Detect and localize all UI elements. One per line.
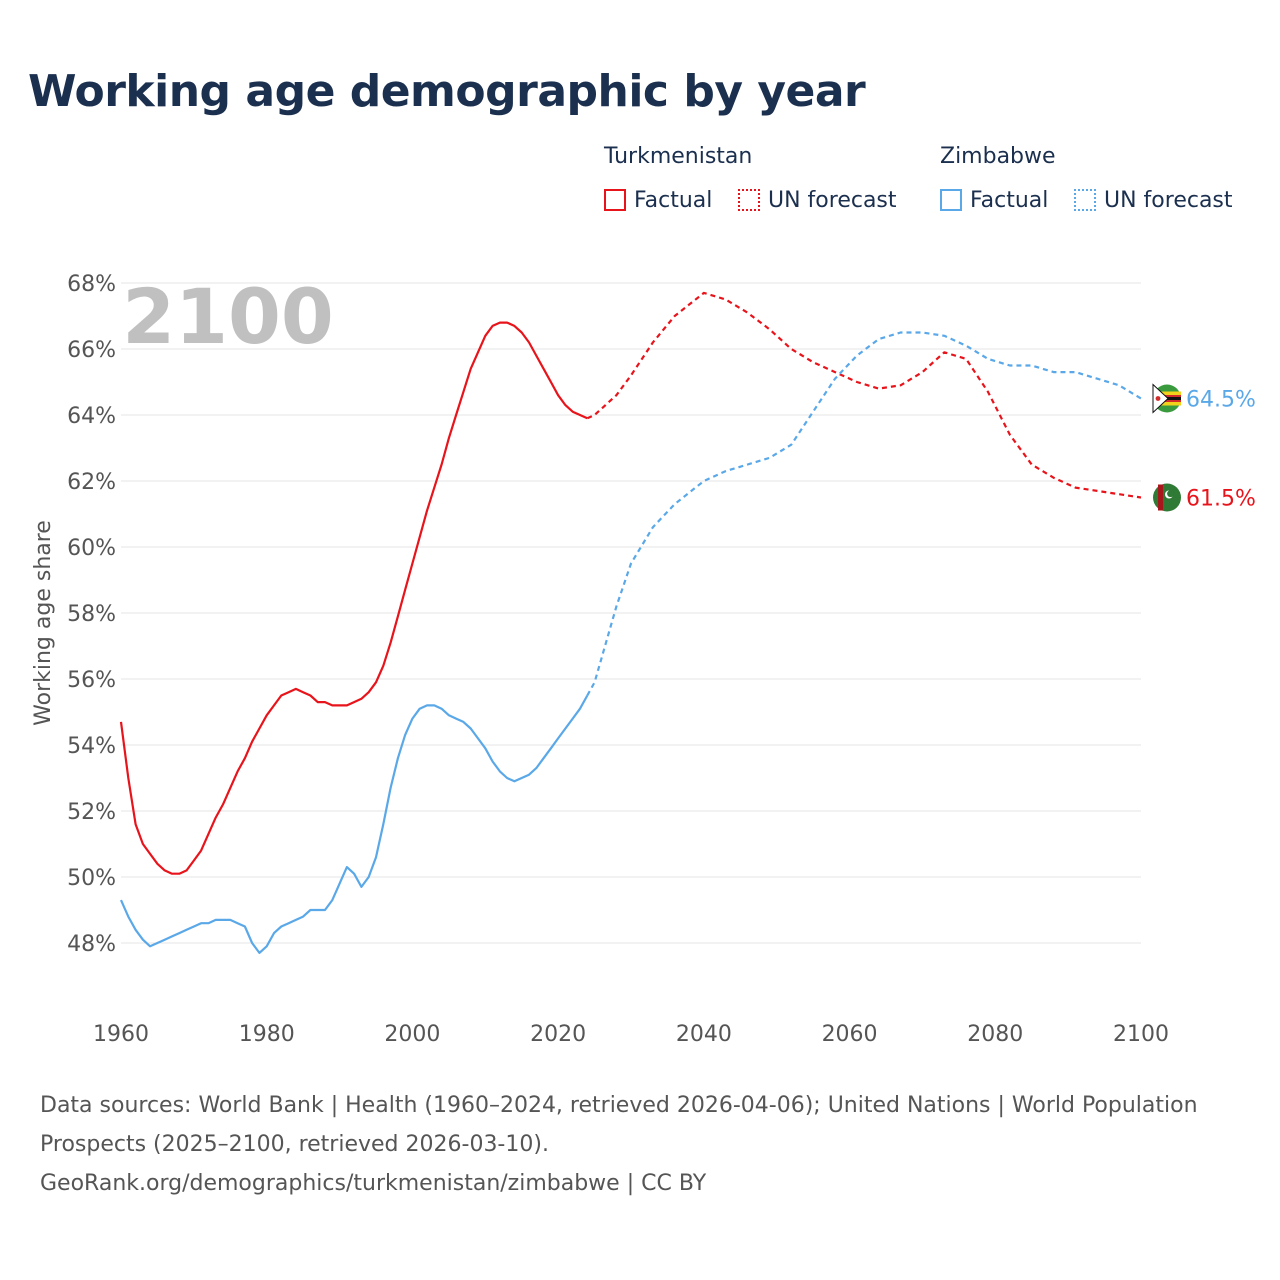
footer: Data sources: World Bank | Health (1960–…: [40, 1086, 1220, 1203]
x-tick-label: 2060: [822, 1022, 878, 1047]
grid-layer: [121, 282, 1141, 944]
y-tick-label: 60%: [67, 536, 116, 561]
series-line-turkmenistan-forecast[interactable]: [586, 291, 1142, 499]
x-tick-label: 2080: [967, 1022, 1023, 1047]
line-chart: 2100 61.5% 64.5% 48% 50% 52% 54% 56% 58% 60% 62%…: [31, 272, 1256, 1047]
legend-label: UN forecast: [1104, 187, 1233, 213]
y-tick-label: 48%: [67, 932, 116, 957]
legend-item-zimbabwe-forecast[interactable]: UN forecast: [1074, 186, 1233, 214]
series-line-zimbabwe-factual[interactable]: [119, 694, 589, 955]
flag-turkmenistan-icon: [1153, 483, 1181, 512]
legend-item-turkmenistan-forecast[interactable]: UN forecast: [738, 186, 897, 214]
series-line-zimbabwe-forecast[interactable]: [586, 331, 1142, 697]
legend-group-zimbabwe: Zimbabwe: [940, 144, 1056, 169]
x-tick-label: 2000: [384, 1022, 440, 1047]
end-value-label-turkmenistan: 61.5%: [1186, 487, 1256, 512]
flag-zimbabwe-icon: [1152, 383, 1181, 414]
x-tick-label: 1960: [93, 1022, 149, 1047]
x-tick-label: 2020: [530, 1022, 586, 1047]
y-tick-label: 64%: [67, 404, 116, 429]
y-tick-label: 68%: [67, 272, 116, 297]
legend-item-turkmenistan-factual[interactable]: Factual: [604, 186, 712, 214]
y-tick-label: 56%: [67, 668, 116, 693]
y-tick-label: 62%: [67, 470, 116, 495]
x-tick-label: 1980: [239, 1022, 295, 1047]
y-axis-title: Working age share: [31, 520, 56, 726]
series-line-turkmenistan-factual[interactable]: [119, 321, 588, 875]
legend-swatch-zimbabwe-factual: [940, 189, 962, 211]
y-tick-label: 52%: [67, 800, 116, 825]
y-tick-label: 50%: [67, 866, 116, 891]
legend-swatch-zimbabwe-forecast: [1074, 189, 1096, 211]
series-layer: 61.5% 64.5%: [119, 291, 1256, 955]
y-tick-label: 54%: [67, 734, 116, 759]
legend-label: UN forecast: [768, 187, 897, 213]
legend-swatch-turkmenistan-factual: [604, 189, 626, 211]
source-link[interactable]: GeoRank.org/demographics/turkmenistan/zi…: [40, 1171, 707, 1196]
legend-label: Factual: [970, 187, 1049, 213]
y-tick-label: 58%: [67, 602, 116, 627]
data-sources-text: Data sources: World Bank | Health (1960–…: [40, 1093, 1198, 1157]
legend-swatch-turkmenistan-forecast: [738, 189, 760, 211]
end-value-label-zimbabwe: 64.5%: [1186, 388, 1256, 413]
year-watermark: 2100: [122, 272, 334, 361]
legend-item-zimbabwe-factual[interactable]: Factual: [940, 186, 1048, 214]
legend-label: Factual: [634, 187, 713, 213]
y-tick-label: 66%: [67, 338, 116, 363]
axis-layer: 48% 50% 52% 54% 56% 58% 60% 62% 64% 66% 68% 1960 198…: [67, 272, 1169, 1047]
x-tick-label: 2040: [676, 1022, 732, 1047]
legend-group-turkmenistan: Turkmenistan: [604, 144, 753, 169]
chart-title: Working age demographic by year: [28, 66, 866, 117]
x-tick-label: 2100: [1113, 1022, 1169, 1047]
